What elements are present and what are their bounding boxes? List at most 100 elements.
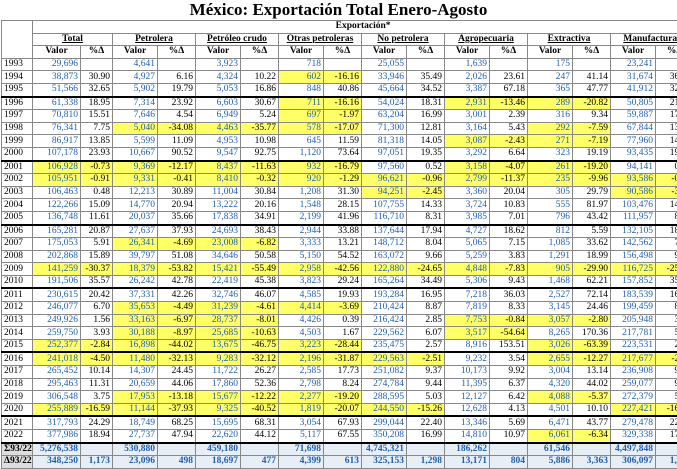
value-cell: 18,379 [113,263,158,276]
pct-cell: -24.65 [407,263,445,276]
value-cell: 306,097 [611,456,656,469]
pct-cell: 16.95 [407,288,445,301]
pct-cell: -5.37 [573,391,611,404]
pct-cell: 34.91 [241,211,279,224]
value-cell: 1,208 [279,186,324,199]
pct-cell: -10.63 [241,327,279,340]
value-cell: 137,644 [362,225,407,238]
pct-cell: 10.14 [81,366,113,379]
pct-cell: 23.93 [81,147,113,160]
pct-cell: 18.94 [81,430,113,443]
pct-cell: 6.16 [158,71,196,84]
year-cell: Δ93/22 [2,456,33,469]
value-cell: 249,926 [33,314,81,327]
sub-header: Valor [611,46,656,59]
sub-header: Valor [196,46,241,59]
value-cell: 5,065 [445,238,490,251]
pct-cell: 32.65 [81,83,113,96]
value-cell: 1,819 [279,403,324,416]
sub-header: %Δ [324,46,362,59]
pct-cell: 11.59 [324,135,362,148]
pct-cell: 8.31 [407,211,445,224]
value-cell: 905 [528,263,573,276]
value-cell: 3,823 [279,275,324,288]
pct-cell: -2.51 [407,352,445,365]
pct-cell [81,58,113,71]
pct-cell: 2.39 [490,110,528,123]
value-cell: 348,250 [33,456,81,469]
value-cell: 305 [528,186,573,199]
value-cell: 299,044 [362,416,407,429]
sub-header: %Δ [241,46,279,59]
value-cell: 17,860 [196,378,241,391]
value-cell: 106,463 [33,186,81,199]
value-cell: 5,886 [528,456,573,469]
value-cell: 4,399 [279,456,324,469]
value-cell: 14,307 [113,366,158,379]
pct-cell: 0.48 [81,186,113,199]
pct-cell: 38.43 [241,225,279,238]
value-cell: 54,024 [362,97,407,110]
value-cell: 459,180 [196,443,241,456]
pct-cell [573,443,611,456]
pct-cell: 7.15 [490,238,528,251]
value-cell: 3,145 [528,302,573,315]
value-cell: 71,698 [279,443,324,456]
value-cell: 578 [279,122,324,135]
value-cell: 35,653 [113,302,158,315]
pct-cell: 498 [158,456,196,469]
value-cell: 132,105 [611,225,656,238]
value-cell: 271 [528,135,573,148]
year-cell: Σ93/22 [2,443,33,456]
value-cell: 24,693 [196,225,241,238]
value-cell: 6,603 [196,97,241,110]
value-cell: 142,562 [611,238,656,251]
year-cell: 2022 [2,430,33,443]
value-cell: 259,750 [33,327,81,340]
pct-cell: 45.38 [241,275,279,288]
value-cell: 4,463 [196,122,241,135]
value-cell: 1,468 [528,275,573,288]
pct-cell: 47.94 [158,430,196,443]
pct-cell: 30.67 [241,97,279,110]
pct-cell: 6.42 [490,391,528,404]
pct-cell: 5.14 [656,391,677,404]
pct-cell [573,58,611,71]
pct-cell: 47.77 [573,83,611,96]
pct-cell: 6.70 [81,302,113,315]
value-cell: 26,242 [113,275,158,288]
value-cell: 3,004 [528,366,573,379]
pct-cell: -12.22 [241,391,279,404]
pct-cell: 10.97 [490,430,528,443]
value-cell: 61,546 [528,443,573,456]
value-cell: 81,318 [362,135,407,148]
pct-cell: 30.90 [81,71,113,84]
pct-cell: 8.87 [407,302,445,315]
pct-cell: 10.22 [241,71,279,84]
pct-cell: -0.91 [81,174,113,187]
year-cell: 2014 [2,327,33,340]
value-cell: 32,746 [196,288,241,301]
year-cell: 2004 [2,199,33,212]
value-cell: 165,281 [33,225,81,238]
value-cell: 107,178 [33,147,81,160]
value-cell: 645 [279,135,324,148]
value-cell: 5,053 [196,83,241,96]
value-cell: 13,675 [196,339,241,352]
pct-cell: -2.80 [573,314,611,327]
year-cell: 1993 [2,58,33,71]
pct-cell: 22.40 [407,416,445,429]
value-cell: 20,037 [113,211,158,224]
pct-cell: 42.26 [158,288,196,301]
value-cell: 186,262 [445,443,490,456]
pct-cell: 81.97 [573,199,611,212]
pct-cell: -2.43 [490,135,528,148]
pct-cell: 50.58 [241,250,279,263]
value-cell: 14,810 [445,430,490,443]
pct-cell: -32.13 [158,352,196,365]
year-cell: 2005 [2,211,33,224]
value-cell: 16,898 [113,339,158,352]
